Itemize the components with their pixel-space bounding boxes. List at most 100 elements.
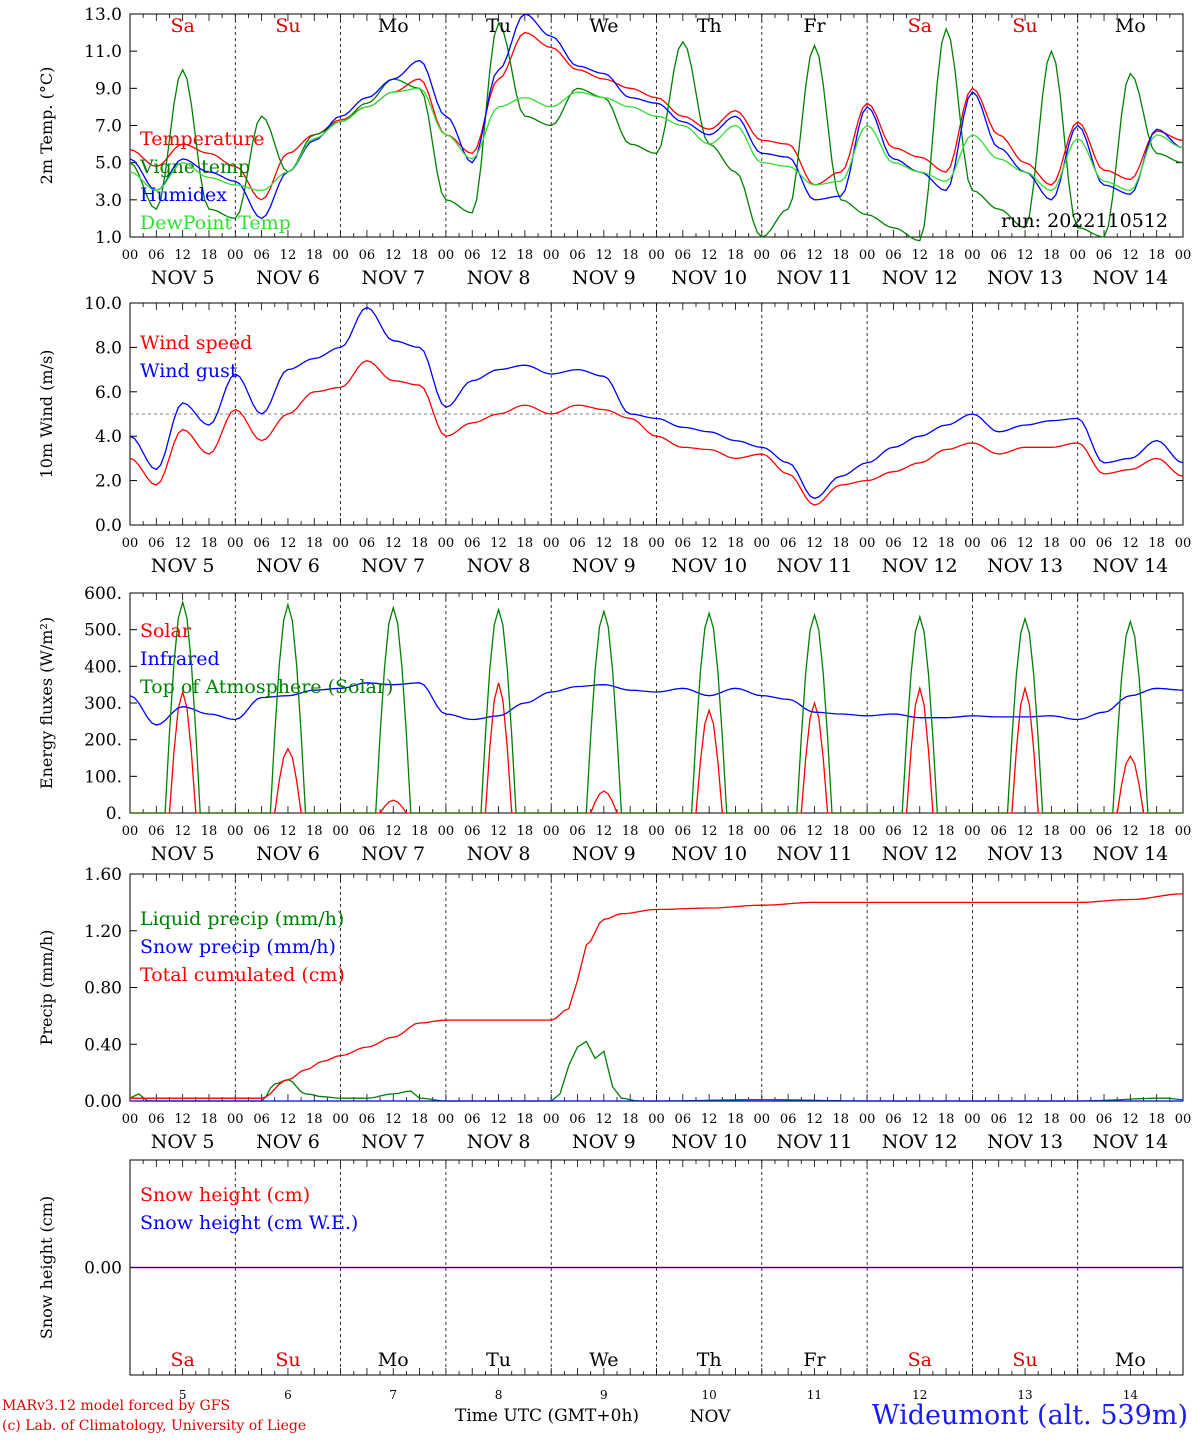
date-label: NOV 10	[671, 555, 747, 577]
hour-tick-label: 00	[648, 1112, 665, 1127]
hour-tick-label: 06	[253, 824, 270, 839]
y-tick-label: 0.00	[84, 1092, 122, 1112]
hour-tick-label: 12	[806, 824, 823, 839]
credit-model: MARv3.12 model forced by GFS	[2, 1398, 231, 1414]
hour-tick-label: 12	[701, 1112, 718, 1127]
hour-tick-label: 12	[701, 536, 718, 551]
date-label: NOV 9	[572, 843, 636, 865]
y-tick-label: 6.0	[95, 383, 122, 403]
date-label: NOV 5	[151, 267, 215, 289]
y-tick-label: 0.	[106, 804, 122, 824]
date-label: NOV 5	[151, 843, 215, 865]
hour-tick-label: 06	[359, 1112, 376, 1127]
hour-tick-label: 00	[859, 536, 876, 551]
hour-tick-label: 00	[1069, 536, 1086, 551]
day-abbrev: Sa	[170, 1349, 194, 1371]
day-abbrev: Fr	[803, 1349, 826, 1371]
hour-tick-label: 00	[754, 248, 771, 263]
hour-tick-label: 12	[701, 248, 718, 263]
hour-tick-label: 00	[543, 536, 560, 551]
date-label: NOV 13	[987, 555, 1063, 577]
day-abbrev: Tu	[486, 15, 511, 37]
hour-tick-label: 18	[622, 824, 639, 839]
hour-tick-label: 12	[280, 536, 297, 551]
hour-tick-label: 12	[596, 824, 613, 839]
day-number: 11	[807, 1388, 822, 1402]
hour-tick-label: 18	[1043, 1112, 1060, 1127]
day-number: 12	[912, 1388, 927, 1402]
hour-tick-label: 06	[780, 824, 797, 839]
hour-tick-label: 06	[990, 824, 1007, 839]
hour-tick-label: 18	[411, 248, 428, 263]
date-label: NOV 6	[256, 267, 320, 289]
y-tick-label: 600.	[84, 584, 122, 604]
hour-tick-label: 12	[280, 824, 297, 839]
date-label: NOV 7	[361, 267, 425, 289]
hour-tick-label: 06	[675, 824, 692, 839]
hour-tick-label: 12	[490, 824, 507, 839]
hour-tick-label: 12	[911, 1112, 928, 1127]
hour-tick-label: 06	[1096, 536, 1113, 551]
hour-tick-label: 12	[1122, 248, 1139, 263]
day-number: 7	[389, 1388, 397, 1402]
hour-tick-label: 00	[964, 536, 981, 551]
series-line-3	[129, 87, 1184, 192]
hour-tick-label: 00	[227, 536, 244, 551]
day-number: 10	[702, 1388, 717, 1402]
series-line-1	[129, 21, 1184, 242]
day-abbrev: Sa	[908, 15, 932, 37]
x-axis-title: Time UTC (GMT+0h)	[455, 1406, 640, 1426]
hour-tick-label: 18	[727, 1112, 744, 1127]
hour-tick-label: 18	[517, 536, 534, 551]
hour-tick-label: 00	[122, 1112, 139, 1127]
credit-lab: (c) Lab. of Climatology, University of L…	[2, 1418, 307, 1434]
y-tick-label: 100.	[84, 767, 122, 787]
legend-entry: Wind gust	[140, 360, 238, 382]
hour-tick-label: 18	[306, 824, 323, 839]
hour-tick-label: 18	[938, 248, 955, 263]
date-label: NOV 12	[882, 843, 958, 865]
hour-tick-label: 12	[1017, 824, 1034, 839]
hour-tick-label: 18	[833, 1112, 850, 1127]
hour-tick-label: 00	[1175, 1112, 1192, 1127]
y-tick-label: 3.0	[95, 191, 122, 211]
hour-tick-label: 12	[1017, 536, 1034, 551]
date-label: NOV 14	[1092, 1131, 1168, 1153]
y-tick-label: 1.0	[95, 228, 122, 248]
day-abbrev: Su	[1012, 1349, 1037, 1371]
hour-tick-label: 12	[385, 536, 402, 551]
hour-tick-label: 06	[148, 1112, 165, 1127]
day-abbrev: Mo	[1115, 15, 1146, 37]
hour-tick-label: 00	[648, 824, 665, 839]
hour-tick-label: 00	[648, 248, 665, 263]
hour-tick-label: 06	[464, 536, 481, 551]
y-axis-label: Precip (mm/h)	[37, 930, 56, 1046]
hour-tick-label: 18	[517, 824, 534, 839]
hour-tick-label: 18	[622, 248, 639, 263]
hour-tick-label: 06	[253, 248, 270, 263]
date-label: NOV 10	[671, 267, 747, 289]
legend-entry: Humidex	[140, 184, 227, 206]
y-tick-label: 8.0	[95, 338, 122, 358]
hour-tick-label: 06	[148, 824, 165, 839]
hour-tick-label: 12	[174, 824, 191, 839]
hour-tick-label: 12	[490, 536, 507, 551]
y-tick-label: 9.0	[95, 79, 122, 99]
date-label: NOV 5	[151, 555, 215, 577]
hour-tick-label: 18	[201, 1112, 218, 1127]
hour-tick-label: 12	[174, 248, 191, 263]
legend-entry: Temperature	[140, 128, 264, 150]
hour-tick-label: 06	[780, 536, 797, 551]
y-tick-label: 300.	[84, 694, 122, 714]
hour-tick-label: 06	[569, 536, 586, 551]
hour-tick-label: 00	[1175, 248, 1192, 263]
day-abbrev: Mo	[378, 15, 409, 37]
hour-tick-label: 18	[727, 536, 744, 551]
hour-tick-label: 00	[227, 248, 244, 263]
y-tick-label: 11.0	[84, 42, 122, 62]
hour-tick-label: 06	[359, 248, 376, 263]
hour-tick-label: 18	[1043, 824, 1060, 839]
hour-tick-label: 12	[596, 536, 613, 551]
hour-tick-label: 00	[438, 1112, 455, 1127]
